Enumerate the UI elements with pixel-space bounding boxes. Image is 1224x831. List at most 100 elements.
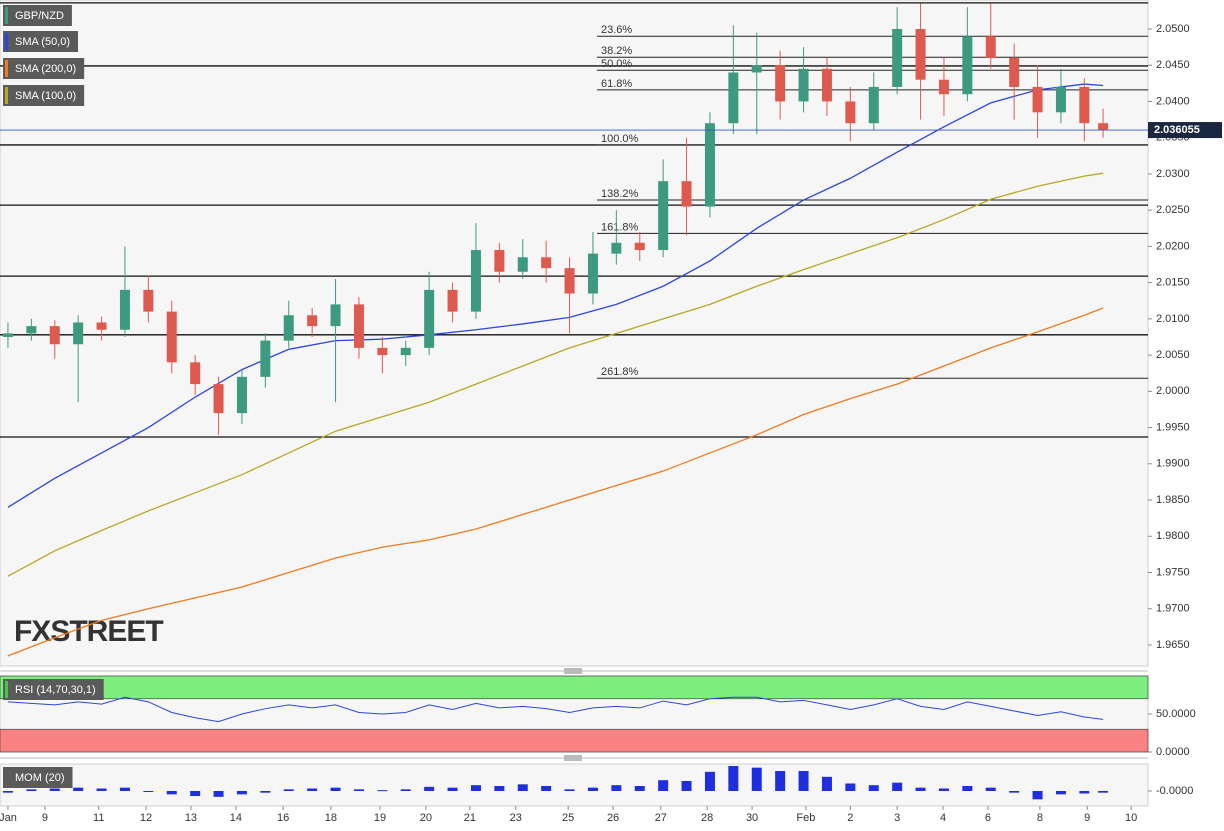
candle-body [517,257,528,272]
mom-bar [447,787,458,791]
indicator-label: MOM (20) [15,772,65,784]
mom-bar [260,791,271,793]
candle-body [213,384,224,414]
x-tick-label: 6 [985,812,991,824]
mom-bar [704,771,715,791]
candle-body [353,304,364,348]
x-tick-label: Feb [796,812,815,824]
mom-bar [190,791,201,796]
candle-body [377,347,388,356]
candle-body [681,181,692,207]
mom-bar [634,786,645,791]
x-tick-label: 11 [93,812,104,824]
candle-body [658,181,669,251]
y-tick-label: 2.0150 [1156,277,1190,289]
candle-body [845,101,856,124]
legend-item-swatch [5,7,8,24]
legend-item: GBP/NZD [15,10,64,22]
y-tick-label: 1.9800 [1156,530,1190,542]
legend-item-swatch [5,87,8,104]
candle-body [260,340,271,377]
indicator-label: RSI (14,70,30,1) [15,684,96,696]
mom-bar [2,791,13,793]
legend-item: SMA (50,0) [15,36,70,48]
mom-bar [283,789,294,791]
mom-bar [1098,791,1109,793]
indicator-label-box [3,679,104,700]
candle-body [447,289,458,312]
candle-body [1079,86,1090,124]
mom-bar [1079,791,1090,794]
mom-bar [49,788,60,791]
candle-body [868,86,879,124]
candle-body [2,333,13,337]
mom-bar [868,785,879,791]
mom-bar [353,789,364,791]
candle-body [283,315,294,341]
mom-bar [470,785,481,791]
fib-label: 261.8% [601,366,639,378]
candle-body [49,326,60,345]
candle-body [775,65,786,102]
candle-body [330,304,341,327]
x-tick-label: 27 [655,812,667,824]
candle-body [611,242,622,254]
candle-body [821,68,832,102]
resize-grip [564,668,582,761]
legend-item-box [3,5,72,26]
y-tick-label: 2.0250 [1156,204,1190,216]
candle-body [704,123,715,207]
y-tick-label: 2.0100 [1156,313,1190,325]
candle-body [892,28,903,87]
mom-bar [400,789,411,791]
candle-body [119,289,130,330]
legend-item: SMA (100,0) [15,90,76,102]
rsi-line [7,696,1104,723]
legend-item-box [3,85,85,106]
x-tick-label: 10 [1125,812,1137,824]
legend-item-box [3,31,79,52]
fib-label: 61.8% [601,78,632,90]
x-tick-label: 12 [140,812,152,824]
y-tick-label: 1.9950 [1156,421,1190,433]
x-tick-label: 25 [562,812,574,824]
mom-bar [681,781,692,791]
x-tick-label: 16 [277,812,289,824]
candle-body [307,315,318,327]
x-tick-label: 8 [1037,812,1043,824]
mom-bar [751,767,762,791]
mom-bar [775,771,786,791]
candle-body [938,79,949,95]
oversold-band [0,728,1149,753]
x-tick-label: 20 [420,812,432,824]
fib-label: 100.0% [601,133,639,145]
x-tick-label: 13 [185,812,197,824]
x-tick-label: 9 [1084,812,1090,824]
mom-bar [845,783,856,791]
mom-bar [938,788,949,791]
mom-bar [143,791,154,792]
mom-bar [798,771,809,791]
mom-bar [330,787,341,791]
legend-item-box [3,58,85,79]
candle-body [915,28,926,80]
mom-panel [0,763,1149,807]
candle-body [541,257,552,269]
fib-label: 23.6% [601,24,632,36]
y-tick-label: 1.9650 [1156,639,1190,651]
candle-body [564,268,575,294]
legend-item-swatch [5,60,8,77]
x-tick-label: 30 [746,812,758,824]
legend-item: SMA (200,0) [15,63,76,75]
mom-bar [728,766,739,791]
candle-body [962,36,973,95]
fib-label: 161.8% [601,221,639,233]
fib-label: 38.2% [601,45,632,57]
mom-bar [236,791,247,795]
mom-bar [377,790,388,792]
candle-body [1098,123,1109,130]
mom-bar [1032,791,1043,800]
mom-bar [915,787,926,791]
y-tick-label: 0.0000 [1156,746,1190,758]
